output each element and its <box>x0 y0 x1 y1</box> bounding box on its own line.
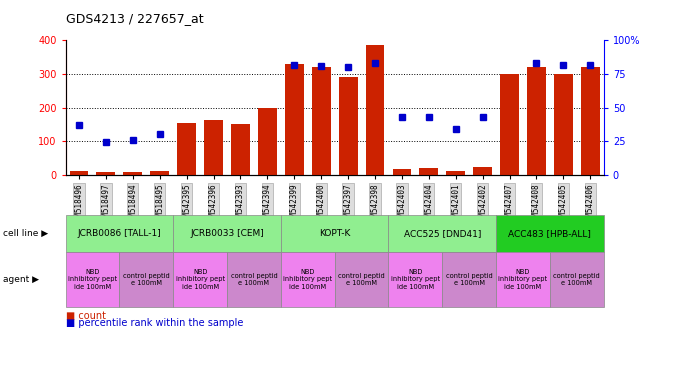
Text: control peptid
e 100mM: control peptid e 100mM <box>553 273 600 286</box>
Text: agent ▶: agent ▶ <box>3 275 39 284</box>
Bar <box>285 64 304 175</box>
Bar <box>420 168 438 175</box>
Text: ■ count: ■ count <box>66 311 106 321</box>
Bar <box>393 169 411 175</box>
Bar <box>124 172 142 175</box>
Text: control peptid
e 100mM: control peptid e 100mM <box>338 273 385 286</box>
Text: ACC525 [DND41]: ACC525 [DND41] <box>404 229 481 238</box>
Bar <box>527 67 546 175</box>
Text: NBD
inhibitory pept
ide 100mM: NBD inhibitory pept ide 100mM <box>391 269 440 290</box>
Bar <box>97 172 115 175</box>
Bar <box>366 45 384 175</box>
Bar <box>446 171 465 175</box>
Bar <box>70 171 88 175</box>
Text: JCRB0033 [CEM]: JCRB0033 [CEM] <box>190 229 264 238</box>
Bar <box>500 74 519 175</box>
Text: control peptid
e 100mM: control peptid e 100mM <box>230 273 277 286</box>
Text: NBD
inhibitory pept
ide 100mM: NBD inhibitory pept ide 100mM <box>68 269 117 290</box>
Text: JCRB0086 [TALL-1]: JCRB0086 [TALL-1] <box>77 229 161 238</box>
Text: cell line ▶: cell line ▶ <box>3 229 48 238</box>
Bar <box>150 171 169 175</box>
Text: GDS4213 / 227657_at: GDS4213 / 227657_at <box>66 12 203 25</box>
Bar <box>339 77 357 175</box>
Text: ■ percentile rank within the sample: ■ percentile rank within the sample <box>66 318 243 328</box>
Text: control peptid
e 100mM: control peptid e 100mM <box>123 273 170 286</box>
Bar <box>554 74 573 175</box>
Bar <box>473 167 492 175</box>
Text: NBD
inhibitory pept
ide 100mM: NBD inhibitory pept ide 100mM <box>175 269 225 290</box>
Bar <box>581 67 600 175</box>
Bar <box>258 108 277 175</box>
Text: ACC483 [HPB-ALL]: ACC483 [HPB-ALL] <box>509 229 591 238</box>
Text: NBD
inhibitory pept
ide 100mM: NBD inhibitory pept ide 100mM <box>498 269 548 290</box>
Bar <box>177 122 196 175</box>
Bar <box>231 124 250 175</box>
Text: NBD
inhibitory pept
ide 100mM: NBD inhibitory pept ide 100mM <box>283 269 333 290</box>
Text: KOPT-K: KOPT-K <box>319 229 351 238</box>
Bar <box>312 66 331 175</box>
Bar <box>204 120 223 175</box>
Text: control peptid
e 100mM: control peptid e 100mM <box>446 273 493 286</box>
